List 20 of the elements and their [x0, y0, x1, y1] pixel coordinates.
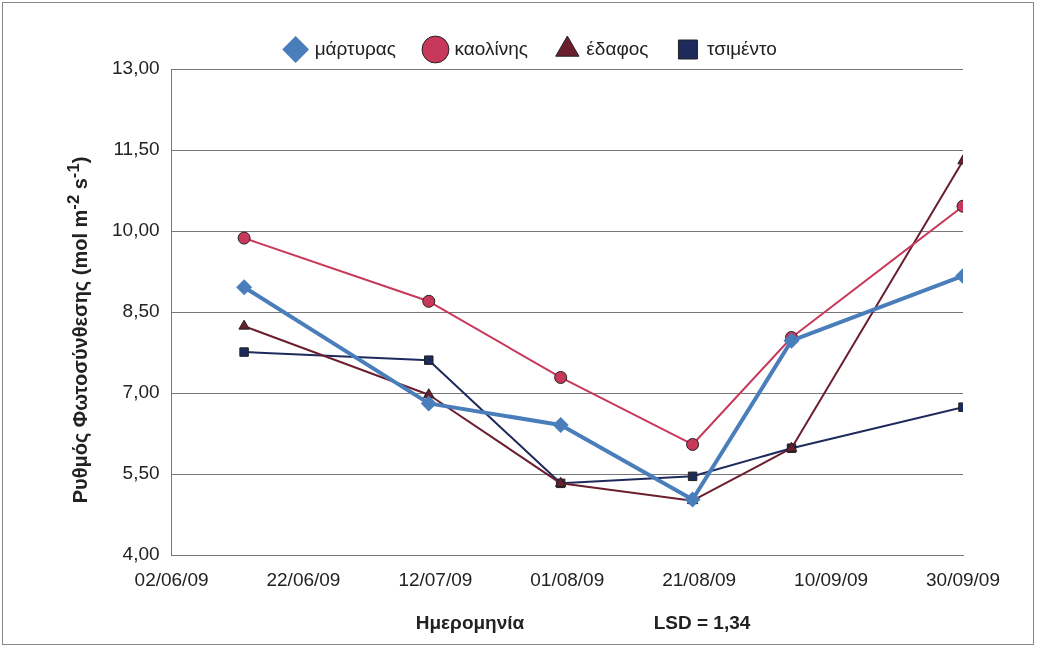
- x-tick-label: 01/08/09: [530, 568, 605, 590]
- legend-label: έδαφος: [586, 37, 649, 59]
- x-tick-label: 22/06/09: [266, 568, 341, 590]
- x-tick-label: 02/06/09: [134, 568, 209, 590]
- x-tick-label: 21/08/09: [662, 568, 737, 590]
- x-tick-label: 10/09/09: [794, 568, 869, 590]
- x-axis-title: Ημερομηνία: [415, 612, 525, 634]
- y-tick-label: 4,00: [122, 543, 160, 565]
- legend-label: καολίνης: [454, 37, 528, 59]
- y-tick-label: 13,00: [112, 57, 160, 79]
- text: LSD = 1,34: [653, 612, 751, 634]
- y-tick-label: 8,50: [122, 300, 160, 322]
- y-tick-label: 11,50: [113, 138, 160, 160]
- y-tick-label: 7,00: [122, 381, 160, 403]
- y-tick-label: 10,00: [112, 219, 160, 241]
- legend-label: τσιμέντο: [706, 37, 777, 59]
- x-tick-label: 12/07/09: [398, 568, 473, 590]
- y-tick-label: 5,50: [122, 462, 160, 484]
- x-tick-label: 30/09/09: [926, 568, 1000, 590]
- legend-label: μάρτυρας: [314, 37, 396, 59]
